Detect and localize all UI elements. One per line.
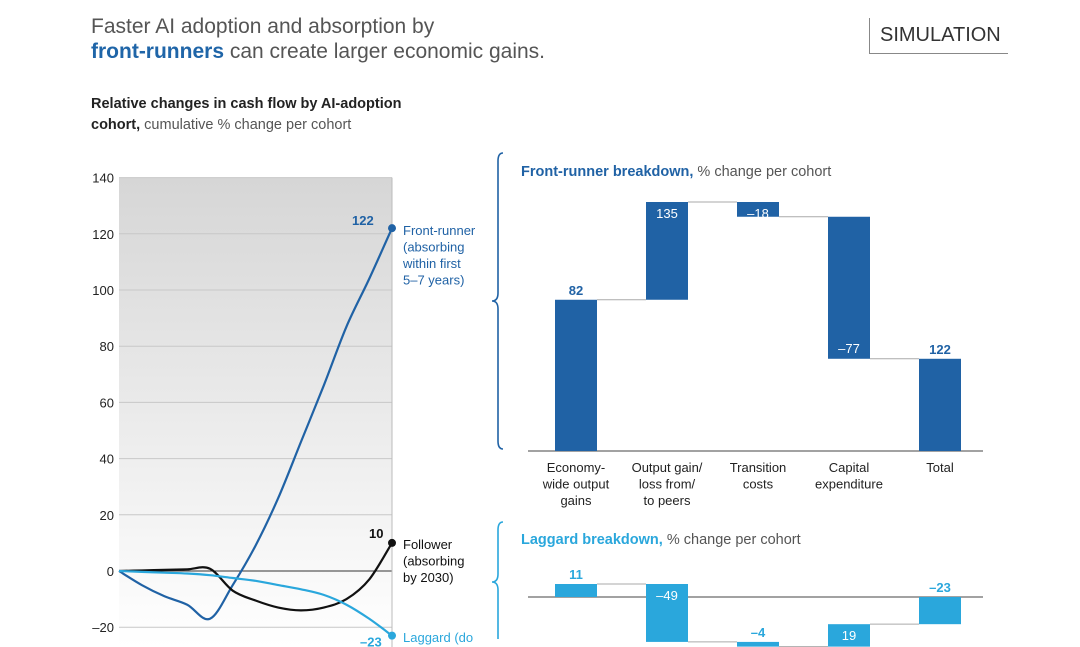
laggard-brace [491,521,504,639]
breakdown-title-bold: Front-runner breakdown, [521,164,693,180]
series-end-label: 10 [369,526,383,541]
waterfall-bar [646,202,688,300]
category-label: expenditure [815,477,883,492]
series-name-label: by 2030) [403,570,454,585]
series-line-front-runner [118,227,394,621]
series-name-label: Follower [403,537,453,552]
headline: Faster AI adoption and absorption by fro… [91,14,545,64]
chart-subtitle: Relative changes in cash flow by AI-adop… [91,94,401,136]
bar-value-label: 82 [569,283,583,298]
waterfall-bar [919,358,961,451]
series-end-label: 122 [352,213,374,228]
category-label: Total [926,460,954,475]
breakdown-title-light: % change per cohort [693,164,831,180]
subtitle-line-1: Relative changes in cash flow by AI-adop… [91,96,402,112]
category-label: wide output [542,477,610,492]
subtitle-bold-part: cohort, [91,117,141,133]
bar-value-label: –18 [747,206,769,221]
series-end-point-laggard [388,631,396,640]
breakdown-title: Front-runner breakdown, % change per coh… [521,164,831,180]
y-tick-label: 80 [100,339,114,354]
series-end-point-follower [388,538,396,547]
y-tick-label: 140 [92,171,114,186]
y-tick-label: 100 [92,283,114,298]
category-label: costs [743,477,774,492]
subtitle-light-part: cumulative % change per cohort [144,117,352,133]
waterfall-bar [737,202,779,217]
waterfall-bar [737,641,779,647]
series-name-label: 5–7 years) [403,273,464,288]
y-tick-label: 0 [107,564,114,579]
y-tick-label: 60 [100,395,114,410]
y-tick-label: 120 [92,227,114,242]
headline-highlight: front-runners [91,40,224,63]
headline-rest: can create larger economic gains. [229,40,546,63]
waterfall-bar [555,299,597,451]
waterfall-bar [828,216,870,359]
bar-value-label: –4 [751,625,766,640]
waterfall-bar [828,624,870,647]
series-line-follower [118,542,393,612]
laggard-breakdown-chart: Laggard breakdown, % change per cohort 11… [491,521,983,647]
bar-value-label: –49 [656,588,678,603]
waterfall-bar [555,584,597,597]
series-end-label: –23 [360,635,382,647]
bar-value-label: 11 [569,567,583,582]
simulation-badge: SIMULATION [869,18,1008,54]
front-runner-breakdown-chart: Front-runner breakdown, % change per coh… [491,152,983,508]
breakdown-title-bold: Laggard breakdown, [521,532,663,548]
waterfall-bar [919,597,961,625]
series-name-label: Laggard (do [403,630,473,645]
bar-value-label: –77 [838,341,860,356]
series-name-label: Front-runner [403,223,476,238]
bar-value-label: 122 [929,342,951,357]
breakdown-title: Laggard breakdown, % change per cohort [521,532,801,548]
bar-value-label: –23 [929,580,951,595]
series-name-label: (absorbing [403,240,464,255]
bar-value-label: 135 [656,206,678,221]
y-tick-label: 40 [100,452,114,467]
bar-value-label: 19 [842,628,856,643]
y-tick-label: 20 [100,508,114,523]
waterfall-bar [646,584,688,642]
series-end-point-front-runner [388,224,396,233]
category-label: gains [560,493,592,508]
category-label: Transition [730,460,787,475]
category-label: Economy- [547,460,606,475]
headline-line-2: front-runners can create larger economic… [91,39,545,64]
category-label: loss from/ [639,477,696,492]
y-tick-label: –20 [92,620,114,635]
series-name-label: within first [402,256,461,271]
series-name-label: (absorbing [403,554,464,569]
front-runner-brace [491,152,504,450]
category-label: Output gain/ [632,460,703,475]
series-line-laggard [118,569,393,637]
line-chart: 140 120 100 80 60 40 20 0 –20 122 Front-runner (abs… [92,171,476,647]
plot-background [119,177,392,647]
headline-line-1: Faster AI adoption and absorption by [91,15,435,38]
subtitle-line-2: cohort, cumulative % change per cohort [91,115,401,136]
breakdown-title-light: % change per cohort [663,532,801,548]
category-label: Capital [829,460,870,475]
category-label: to peers [644,493,691,508]
